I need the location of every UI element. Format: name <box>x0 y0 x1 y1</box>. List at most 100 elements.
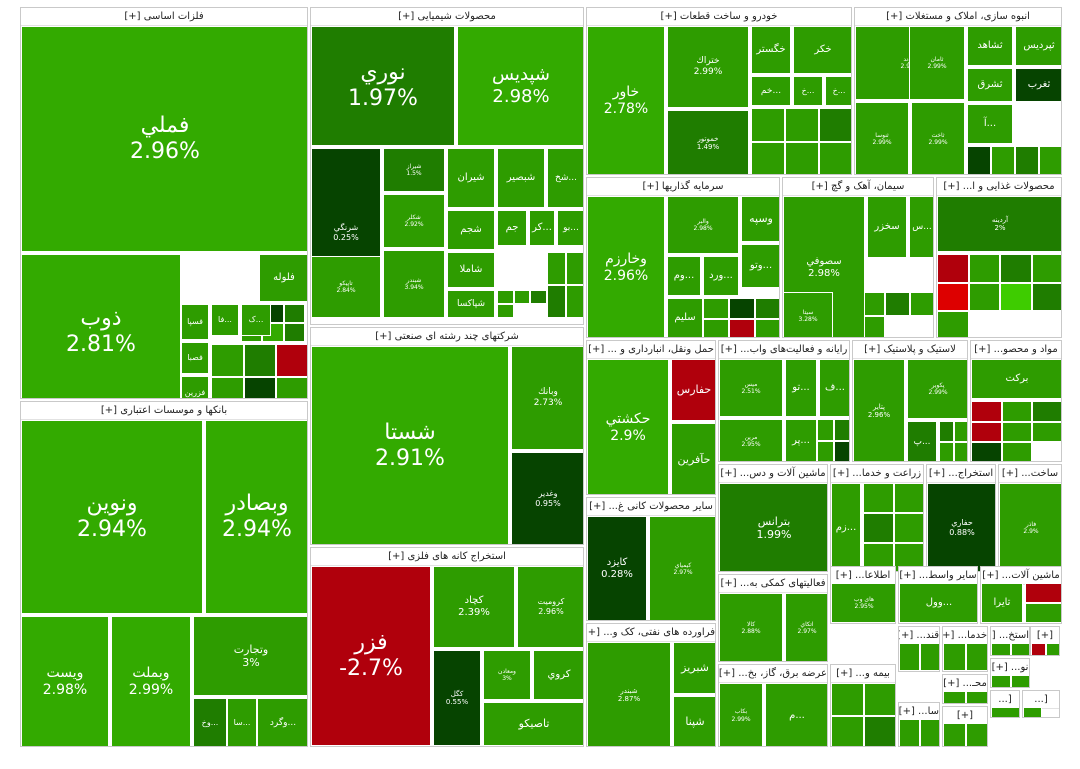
small-tile[interactable] <box>834 441 849 461</box>
small-tile[interactable] <box>1031 254 1061 283</box>
stock-tile[interactable]: شپاکسا <box>447 290 495 318</box>
small-tile[interactable] <box>971 401 1002 422</box>
stock-tile[interactable]: شبندر 3.94% <box>383 250 445 318</box>
sector-header[interactable]: مواد و محصو... [+] <box>971 341 1061 359</box>
stock-tile[interactable]: م... <box>765 683 827 746</box>
small-tile[interactable] <box>1001 421 1033 443</box>
small-tile[interactable] <box>971 442 1002 461</box>
stock-tile[interactable]: خگستر <box>751 26 791 74</box>
small-tile[interactable] <box>276 344 307 377</box>
stock-tile[interactable]: فسپا <box>181 304 209 340</box>
small-tile[interactable] <box>819 142 851 174</box>
small-tile[interactable] <box>863 513 894 543</box>
stock-tile[interactable]: پر... <box>785 419 817 461</box>
small-tile[interactable] <box>530 290 547 304</box>
stock-tile[interactable]: فلوله <box>259 254 307 302</box>
small-tile[interactable] <box>991 707 1019 717</box>
small-tile[interactable] <box>1032 421 1061 443</box>
small-tile[interactable] <box>1025 583 1061 603</box>
small-tile[interactable] <box>834 419 849 441</box>
small-tile[interactable] <box>283 304 305 323</box>
sector-header[interactable]: سایر محصولات کانی غ... [+] <box>587 498 715 516</box>
stock-tile[interactable]: ثنوسا 2.99% <box>855 102 909 174</box>
stock-tile[interactable]: وول... <box>899 583 977 623</box>
small-tile[interactable] <box>547 252 566 285</box>
stock-tile[interactable]: كگل 0.55% <box>433 650 481 746</box>
stock-tile[interactable]: شپنا <box>673 696 715 746</box>
stock-tile[interactable]: خاور 2.78% <box>587 26 665 174</box>
stock-tile[interactable]: كروميت 2.96% <box>517 566 583 648</box>
stock-tile[interactable]: ک... <box>241 304 271 336</box>
stock-tile[interactable]: سيتا 3.28% <box>783 292 833 337</box>
stock-tile[interactable]: ثشاهد <box>967 26 1013 66</box>
small-tile[interactable] <box>819 108 851 142</box>
stock-tile[interactable]: جم <box>497 210 527 246</box>
small-tile[interactable] <box>939 421 954 442</box>
small-tile[interactable] <box>243 344 277 377</box>
small-tile[interactable] <box>211 344 244 377</box>
stock-tile[interactable]: نوري 1.97% <box>311 26 455 146</box>
small-tile[interactable] <box>864 715 895 746</box>
small-tile[interactable] <box>991 675 1011 687</box>
stock-tile[interactable]: كيمياي 2.97% <box>649 516 715 620</box>
small-tile[interactable] <box>1031 643 1046 655</box>
stock-tile[interactable]: ذوب 2.81% <box>21 254 181 398</box>
stock-tile[interactable]: شاملا <box>447 252 495 288</box>
stock-tile[interactable]: زم... <box>831 483 861 571</box>
small-tile[interactable] <box>513 290 531 304</box>
small-tile[interactable] <box>729 298 755 319</box>
small-tile[interactable] <box>991 643 1011 655</box>
stock-tile[interactable]: وگرد... <box>257 698 307 746</box>
stock-tile[interactable]: تاصيكو <box>483 702 583 746</box>
small-tile[interactable] <box>885 292 910 316</box>
stock-tile[interactable]: شيراز 1.5% <box>383 148 445 192</box>
stock-tile[interactable]: سا... <box>227 698 257 746</box>
stock-tile[interactable]: فزر -2.7% <box>311 566 431 746</box>
sector-header[interactable]: رایانه و فعالیت‌های واب... [+] <box>719 341 849 359</box>
sector-header[interactable]: استخراج کانه های فلزی [+] <box>311 548 583 566</box>
stock-tile[interactable]: سخزر <box>867 196 907 258</box>
stock-tile[interactable]: شخ... <box>547 148 583 208</box>
sector-header[interactable]: سرمایه گذاریها [+] <box>587 178 779 196</box>
stock-tile[interactable]: ثاخت 2.99% <box>911 102 965 174</box>
small-tile[interactable] <box>894 483 923 513</box>
sector-header[interactable]: شرکتهای چند رشته ای صنعتی [+] <box>311 328 583 346</box>
small-tile[interactable] <box>211 377 244 398</box>
sector-header[interactable]: بانکها و موسسات اعتباری [+] <box>21 402 307 420</box>
small-tile[interactable] <box>547 285 566 318</box>
small-tile[interactable] <box>937 282 969 312</box>
stock-tile[interactable]: كالا 2.88% <box>719 593 783 661</box>
small-tile[interactable] <box>831 715 864 746</box>
small-tile[interactable] <box>1046 643 1059 655</box>
stock-tile[interactable]: فملي 2.96% <box>21 26 307 252</box>
stock-tile[interactable]: س... <box>909 196 933 258</box>
small-tile[interactable] <box>968 282 1000 312</box>
small-tile[interactable] <box>751 142 785 174</box>
stock-tile[interactable]: بكاب 2.99% <box>719 683 763 746</box>
sector-header[interactable]: عرضه برق، گاز، بخ... [+] <box>719 665 827 683</box>
small-tile[interactable] <box>283 323 305 342</box>
small-tile[interactable] <box>817 441 834 461</box>
stock-tile[interactable]: ثامان 2.99% <box>909 26 965 100</box>
small-tile[interactable] <box>1015 146 1039 174</box>
small-tile[interactable] <box>943 691 966 703</box>
stock-tile[interactable]: وخ... <box>193 698 227 746</box>
stock-tile[interactable]: شپديس 2.98% <box>457 26 583 146</box>
stock-tile[interactable]: کر... <box>529 210 555 246</box>
small-tile[interactable] <box>943 723 966 746</box>
stock-tile[interactable]: ف... <box>819 359 849 417</box>
stock-tile[interactable]: ومعادن 3% <box>483 650 531 700</box>
stock-tile[interactable]: سليم <box>667 298 703 337</box>
sector-header[interactable]: استخراج... [+] <box>927 465 995 483</box>
small-tile[interactable] <box>966 691 987 703</box>
stock-tile[interactable]: شجم <box>447 210 495 250</box>
sector-header[interactable]: انبوه سازی، املاک و مستغلات [+] <box>855 8 1061 26</box>
small-tile[interactable] <box>1031 282 1061 312</box>
small-tile[interactable] <box>920 643 939 671</box>
stock-tile[interactable]: ختراك 2.99% <box>667 26 749 108</box>
stock-tile[interactable]: شبصير <box>497 148 545 208</box>
stock-tile[interactable]: وتجارت 3% <box>193 616 307 696</box>
stock-tile[interactable]: حفاري 0.88% <box>927 483 995 571</box>
stock-tile[interactable]: تو... <box>785 359 817 417</box>
small-tile[interactable] <box>971 421 1002 443</box>
